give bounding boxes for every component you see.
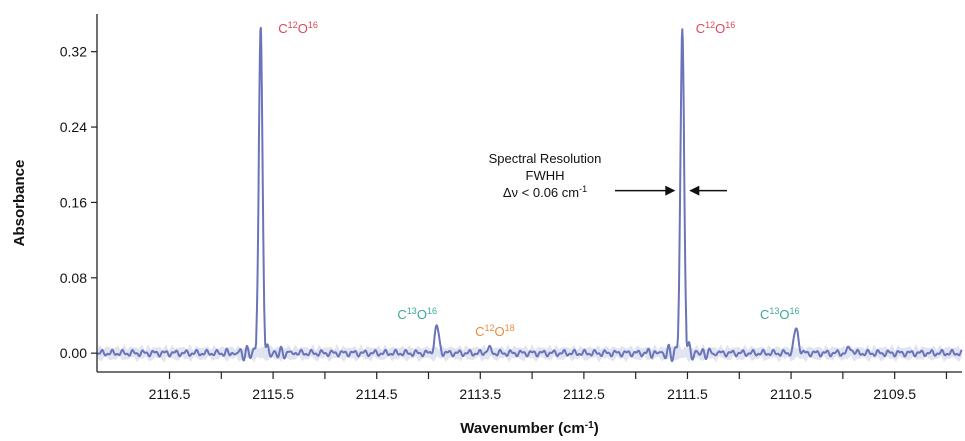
- x-tick-label: 2113.5: [459, 386, 501, 402]
- y-tick-label: 0.00: [60, 345, 87, 361]
- x-tick-label: 2111.5: [667, 386, 708, 402]
- resolution-note-line1: Spectral Resolution: [489, 151, 602, 166]
- axes: Wavenumber (cm-1) Absorbance: [11, 14, 962, 437]
- x-tick-label: 2114.5: [356, 386, 398, 402]
- resolution-note-line3: Δν < 0.06 cm-1: [503, 184, 587, 200]
- fwhh-arrowhead-right: [689, 185, 700, 196]
- y-tick-label: 0.16: [60, 194, 87, 210]
- x-tick-label: 2115.5: [252, 386, 294, 402]
- peak-label: C12O18: [475, 323, 515, 339]
- y-tick-label: 0.24: [60, 119, 87, 135]
- x-tick-label: 2116.5: [149, 386, 191, 402]
- tick-group: 0.00 0.08 0.16 0.24 0.32 2116.5 2115.5 2114.5 21…: [60, 44, 948, 402]
- peak-label: C12O16: [696, 20, 736, 36]
- fwhh-arrowhead-left: [665, 185, 676, 196]
- peak-label: C13O16: [397, 306, 437, 322]
- x-tick-label: 2110.5: [770, 386, 812, 402]
- peak-label: C13O16: [760, 306, 800, 322]
- y-tick-label: 0.32: [60, 44, 87, 60]
- resolution-note-line2: FWHH: [526, 168, 565, 183]
- plot-area: [96, 26, 963, 363]
- x-axis-title: Wavenumber (cm-1): [460, 420, 598, 438]
- peak-label: C12O16: [278, 20, 318, 36]
- y-tick-label: 0.08: [60, 270, 87, 286]
- spectrum-line: [96, 26, 963, 363]
- y-axis-title: Absorbance: [11, 160, 28, 247]
- x-tick-label: 2112.5: [563, 386, 605, 402]
- x-tick-label: 2109.5: [873, 386, 916, 402]
